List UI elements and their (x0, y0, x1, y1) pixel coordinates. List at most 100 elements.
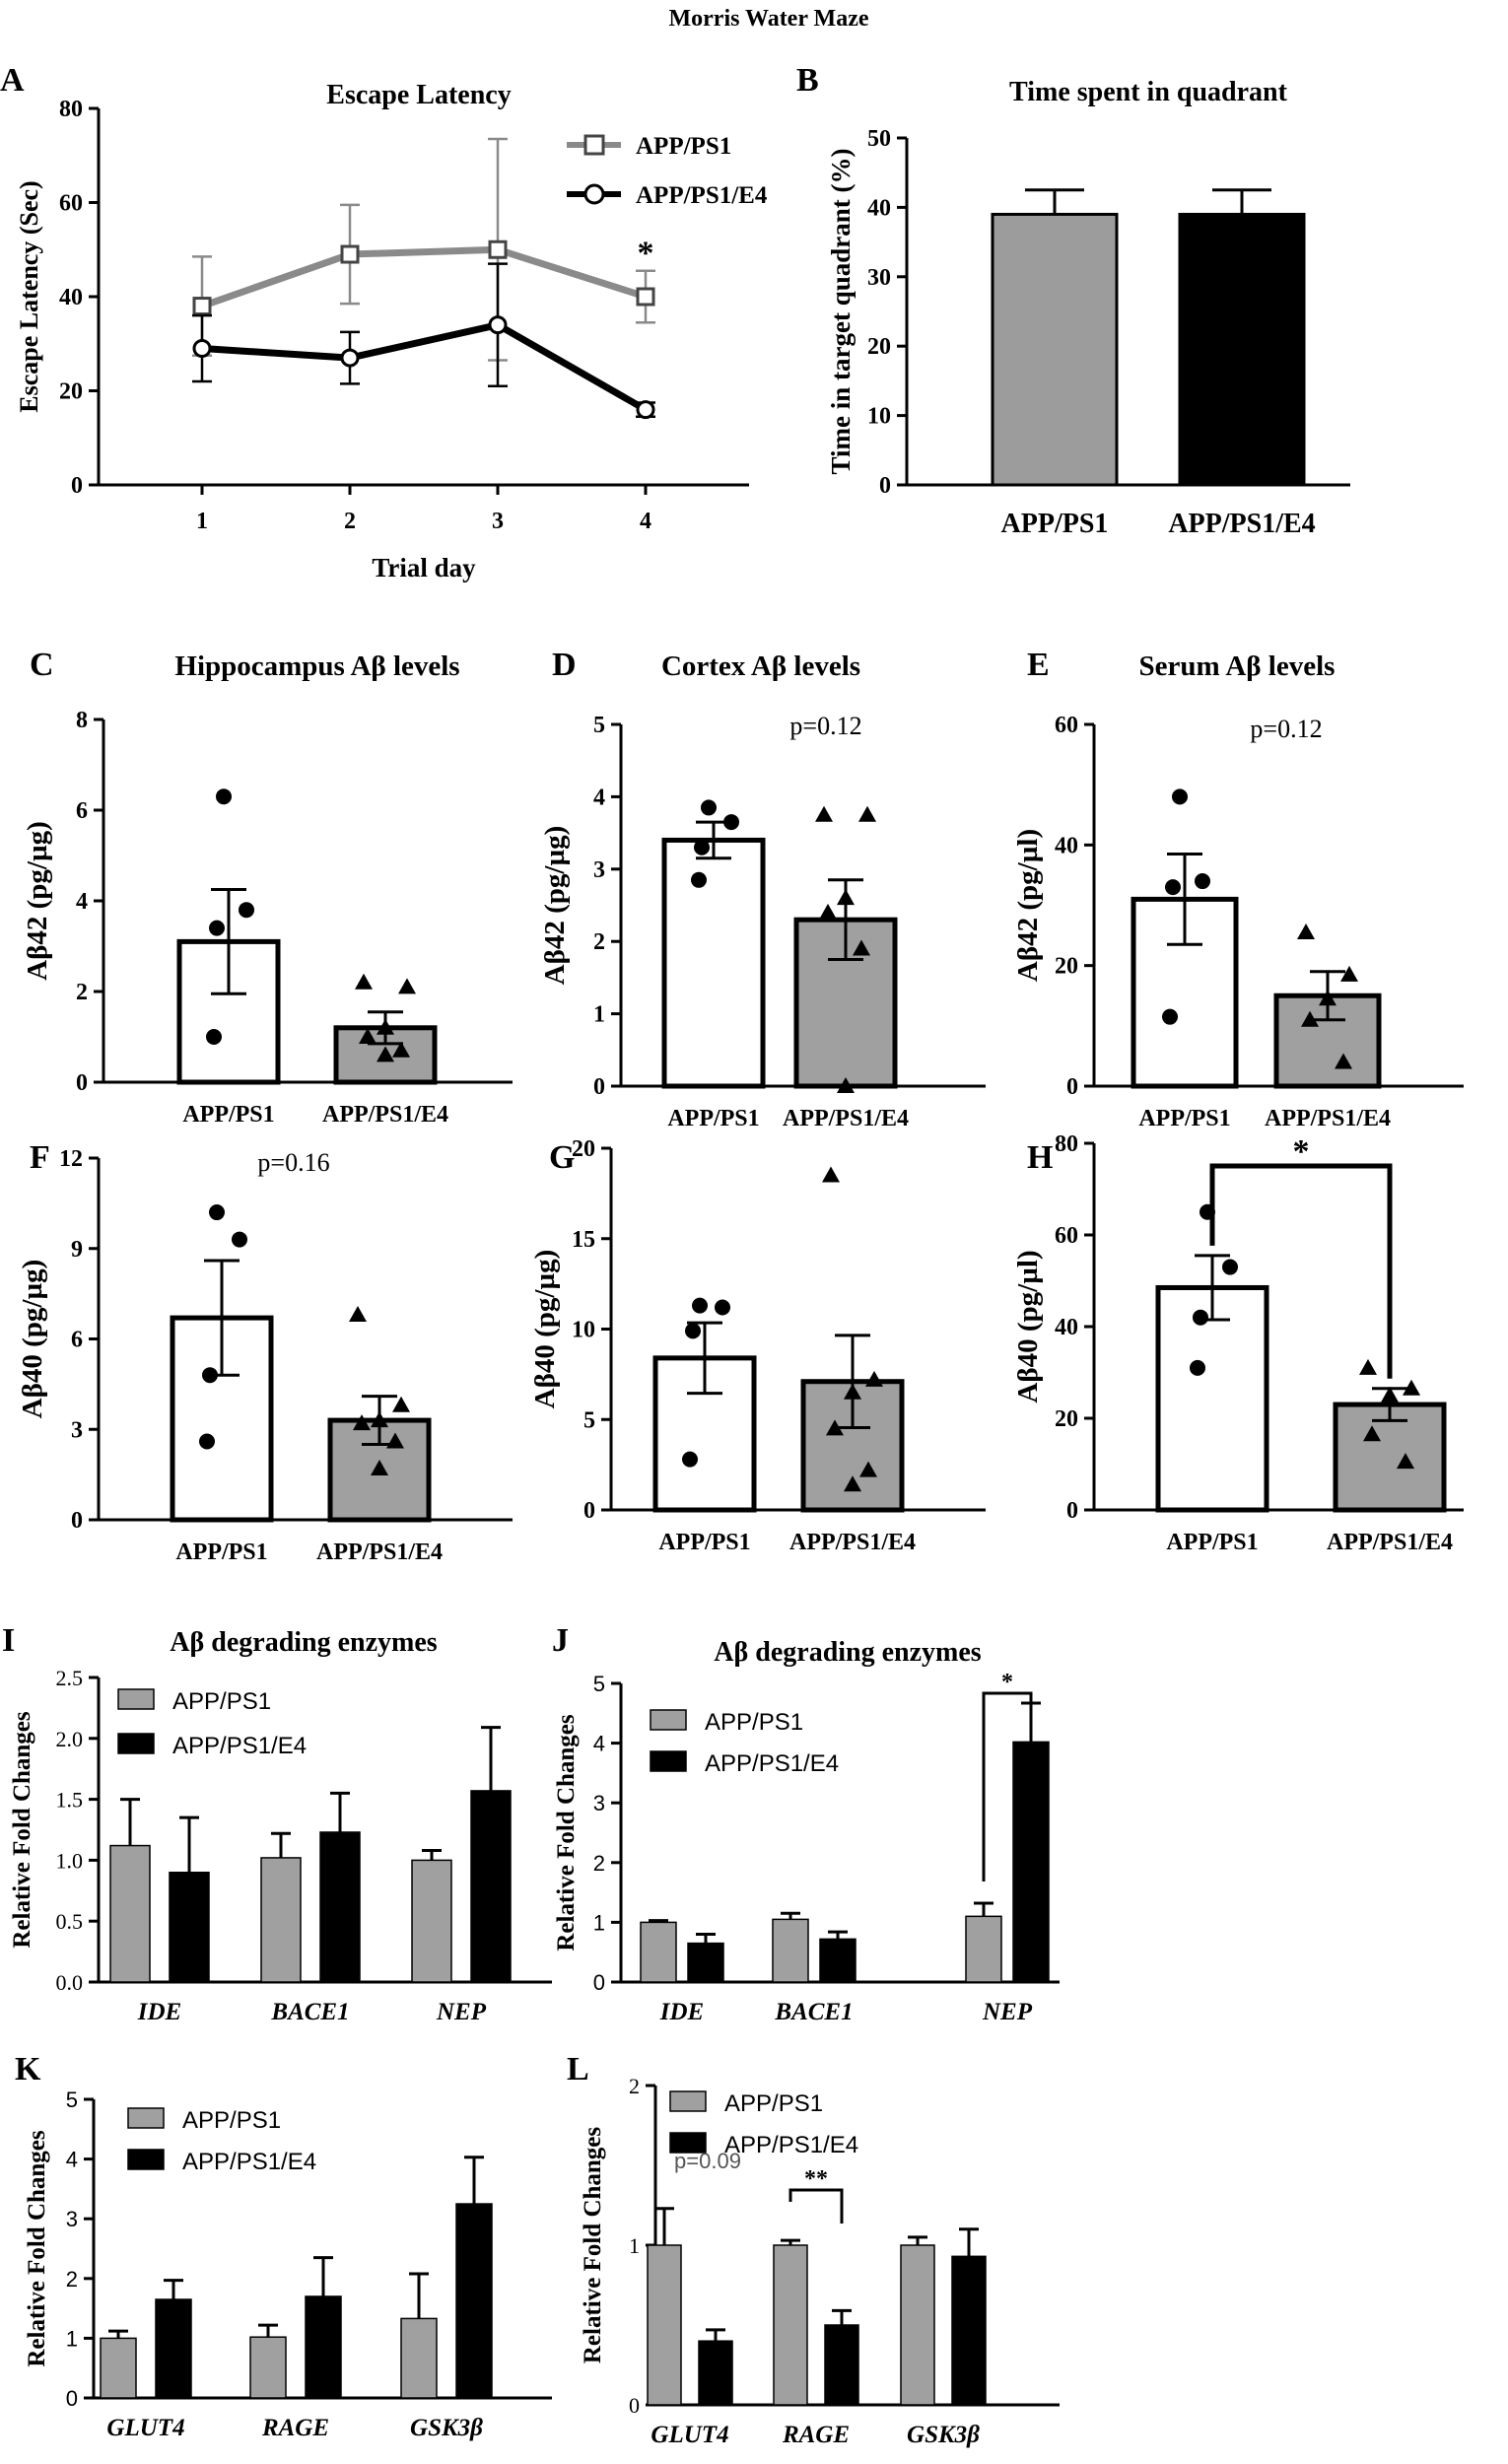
chart-title-D: Cortex Aβ levels (661, 650, 860, 682)
chart-E: E Serum Aβ levels 0 20 40 60 Aβ42 (pg/µl) APP/P… (1012, 647, 1464, 1131)
y-tick-label-A-2: 40 (59, 285, 83, 310)
x-axis-label-A: Trial day (372, 553, 476, 582)
bar-B-0 (991, 212, 1119, 487)
bar-J-0-0 (640, 1921, 677, 1983)
y-tick-label-K-4: 4 (66, 2148, 78, 2172)
chart-A: A Escape Latency 0 20 40 60 80 Escape Latency (… (0, 62, 768, 582)
y-tick-label-B-2: 20 (867, 334, 891, 360)
point-E-0-3 (1162, 1008, 1178, 1025)
y-tick-label-L-0: 0 (629, 2393, 640, 2418)
point-F-1-3 (353, 1414, 371, 1431)
y-tick-label-F-0: 0 (71, 1508, 83, 1534)
panel-letter-C: C (30, 647, 54, 683)
y-tick-label-K-5: 5 (66, 2088, 78, 2112)
y-tick-label-K-3: 3 (66, 2207, 78, 2231)
legend-swatch-K-1 (127, 2149, 165, 2170)
point-D-0-3 (691, 871, 707, 888)
bar-L-0-2 (900, 2244, 935, 2406)
p-value-D: p=0.12 (789, 712, 861, 740)
bar-K-0-0 (100, 2337, 137, 2399)
point-A-1-2 (488, 315, 508, 335)
point-D-1-5 (837, 1077, 855, 1093)
chart-title-A: Escape Latency (326, 80, 511, 110)
y-tick-label-G-0: 0 (583, 1498, 595, 1524)
series-line-A-1 (201, 321, 648, 413)
legend-swatch-K-0 (127, 2107, 165, 2129)
point-E-0-1 (1195, 873, 1210, 890)
y-tick-label-F-3: 9 (71, 1237, 83, 1263)
chart-B: B Time spent in quadrant 0 10 20 30 40 50 Time i… (796, 62, 1350, 539)
panel-letter-I: I (2, 1622, 15, 1659)
point-F-0-2 (202, 1367, 218, 1384)
chart-C: C Hippocampus Aβ levels 0 2 4 6 8 Aβ42 (pg/µg) A… (22, 647, 513, 1128)
point-F-1-4 (386, 1432, 404, 1449)
legend-label-J-0: APP/PS1 (705, 1709, 803, 1736)
chart-J: J Aβ degrading enzymes 0 1 2 3 4 5 Relative Fold… (552, 1622, 1060, 2025)
x-tick-label-D-1: APP/PS1/E4 (783, 1106, 909, 1131)
x-tick-label-A-1: 2 (344, 509, 356, 534)
point-C-0-1 (239, 902, 254, 919)
y-tick-label-H-4: 80 (1055, 1131, 1078, 1157)
bar-L-1-2 (951, 2255, 987, 2406)
y-tick-label-K-0: 0 (66, 2386, 78, 2411)
y-tick-label-G-1: 5 (583, 1407, 595, 1433)
y-tick-label-A-3: 60 (59, 191, 83, 217)
x-tick-label-F-1: APP/PS1/E4 (316, 1540, 443, 1565)
x-tick-label-J-2: NEP (982, 1999, 1033, 2025)
y-tick-label-H-2: 40 (1055, 1315, 1078, 1340)
chart-D: D Cortex Aβ levels 0 1 2 3 4 5 Aβ42 (pg/µg) APP/P… (539, 647, 986, 1131)
x-tick-label-G-0: APP/PS1 (658, 1530, 750, 1555)
x-tick-label-K-0: GLUT4 (106, 2415, 184, 2441)
point-G-1-1 (865, 1370, 883, 1387)
point-G-1-5 (844, 1475, 861, 1492)
panel-letter-D: D (552, 647, 577, 683)
y-tick-label-J-1: 1 (593, 1910, 605, 1935)
y-tick-label-A-1: 20 (59, 379, 83, 405)
y-tick-label-B-3: 30 (867, 265, 891, 291)
y-tick-label-I-3: 1.5 (56, 1788, 84, 1813)
point-H-0-2 (1193, 1309, 1208, 1326)
x-tick-label-J-0: IDE (659, 1999, 704, 2025)
bar-D-0 (661, 837, 766, 1089)
point-G-1-2 (844, 1383, 861, 1400)
y-tick-label-A-4: 80 (59, 97, 83, 122)
x-tick-label-L-1: RAGE (782, 2422, 850, 2448)
chart-K: K 0 1 2 3 4 5 Relative Fold Changes GLUT4 RAGE GSK… (15, 2051, 552, 2441)
x-tick-label-I-1: BACE1 (270, 1999, 349, 2025)
panel-letter-G: G (549, 1139, 575, 1176)
y-tick-label-H-1: 20 (1055, 1406, 1078, 1432)
y-tick-label-I-4: 2.0 (56, 1727, 84, 1751)
bar-H-0 (1155, 1284, 1269, 1513)
panel-letter-K: K (15, 2051, 41, 2088)
chart-title-E: Serum Aβ levels (1139, 650, 1336, 682)
legend-swatch-I-0 (117, 1688, 155, 1710)
point-F-1-0 (349, 1306, 367, 1323)
y-tick-label-E-3: 60 (1055, 713, 1078, 738)
panel-letter-H: H (1027, 1139, 1053, 1176)
legend-swatch-L-1 (669, 2132, 707, 2154)
y-axis-label-L: Relative Fold Changes (580, 2127, 606, 2364)
y-axis-label-D: Aβ42 (pg/µg) (539, 826, 571, 986)
point-D-1-0 (815, 805, 833, 822)
x-tick-label-I-2: NEP (436, 1999, 487, 2025)
x-tick-label-A-2: 3 (492, 509, 504, 534)
y-tick-label-B-0: 0 (879, 473, 891, 499)
significance-A: * (638, 235, 654, 271)
y-tick-label-I-0: 0.0 (56, 1970, 84, 1995)
point-E-1-3 (1301, 1010, 1319, 1027)
y-axis-label-K: Relative Fold Changes (24, 2130, 50, 2367)
bar-K-0-1 (249, 2336, 287, 2399)
y-tick-label-L-1: 1 (629, 2233, 640, 2258)
bar-J-0-2 (965, 1915, 1002, 1983)
x-tick-label-A-3: 4 (640, 509, 651, 534)
y-tick-label-D-5: 5 (593, 713, 605, 738)
point-G-0-3 (682, 1451, 698, 1468)
y-axis-label-E: Aβ42 (pg/µl) (1012, 829, 1044, 982)
x-tick-label-J-1: BACE1 (774, 1999, 853, 2025)
point-D-1-4 (853, 939, 870, 956)
p-value-L: p=0.09 (674, 2149, 741, 2173)
bar-J-1-2 (1012, 1741, 1050, 1983)
point-H-1-0 (1359, 1358, 1377, 1375)
legend-label-I-1: APP/PS1/E4 (172, 1733, 307, 1759)
point-G-0-1 (715, 1299, 730, 1316)
